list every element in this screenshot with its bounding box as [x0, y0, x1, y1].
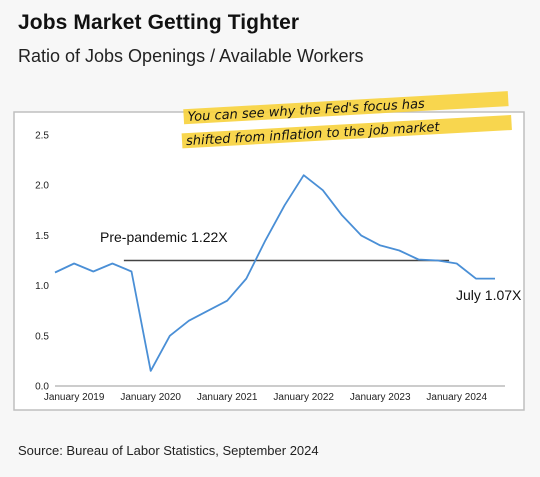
series-line — [54, 174, 495, 372]
chart-subtitle: Ratio of Jobs Openings / Available Worke… — [18, 46, 364, 66]
x-tick-label: January 2019 — [44, 392, 105, 403]
y-axis-ticks: 0.0 0.5 1.0 1.5 2.0 2.5 — [35, 131, 49, 393]
y-tick-label: 2.5 — [35, 131, 49, 142]
source-note: Source: Bureau of Labor Statistics, Sept… — [18, 443, 319, 458]
x-axis-ticks: January 2019 January 2020 January 2021 Janu… — [44, 392, 488, 403]
x-tick-label: January 2022 — [273, 392, 334, 403]
y-tick-label: 1.5 — [35, 231, 49, 242]
reference-line-label: Pre-pandemic 1.22X — [100, 229, 228, 245]
x-tick-label: January 2024 — [426, 392, 487, 403]
x-tick-label: January 2020 — [120, 392, 181, 403]
y-tick-label: 0.0 — [35, 382, 49, 393]
chart-title: Jobs Market Getting Tighter — [18, 11, 300, 34]
callout-highlight-1 — [183, 91, 509, 125]
callout-highlight-2 — [181, 115, 512, 149]
y-tick-label: 2.0 — [35, 181, 49, 192]
july-end-label: July 1.07X — [456, 287, 522, 303]
y-tick-label: 1.0 — [35, 281, 49, 292]
x-tick-label: January 2021 — [197, 392, 258, 403]
y-tick-label: 0.5 — [35, 331, 49, 342]
x-tick-label: January 2023 — [350, 392, 411, 403]
